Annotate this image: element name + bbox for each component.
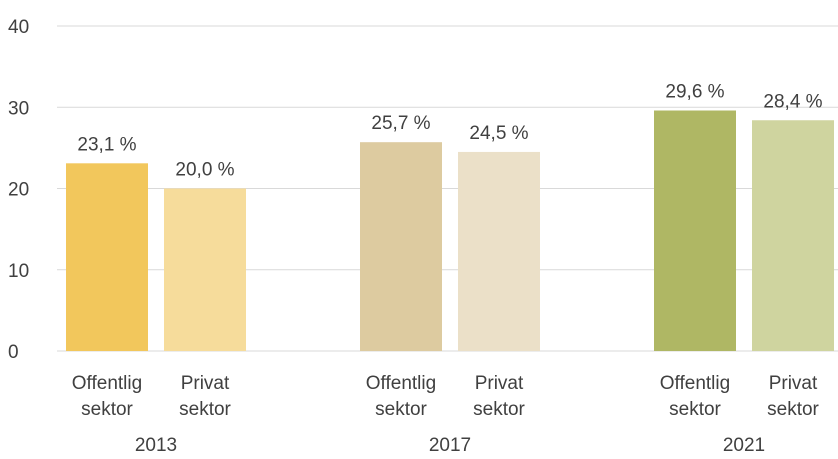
- data-label: 29,6 %: [665, 82, 724, 103]
- y-tick-label: 10: [8, 261, 29, 282]
- x-category-label: Privat: [181, 373, 230, 394]
- data-label: 25,7 %: [371, 113, 430, 134]
- x-category-label: sektor: [179, 399, 231, 420]
- y-tick-label: 30: [8, 98, 29, 119]
- x-category-label: sektor: [81, 399, 133, 420]
- y-tick-label: 0: [8, 342, 19, 363]
- bar: [654, 110, 736, 351]
- x-category-label: Offentlig: [660, 373, 730, 394]
- bar: [752, 120, 834, 351]
- x-category-label: sektor: [669, 399, 721, 420]
- x-group-label: 2021: [723, 435, 765, 456]
- data-label: 28,4 %: [763, 91, 822, 112]
- data-label: 23,1 %: [77, 134, 136, 155]
- y-tick-label: 40: [8, 17, 29, 38]
- x-category-label: Privat: [475, 373, 524, 394]
- x-category-label: Offentlig: [72, 373, 142, 394]
- x-category-label: sektor: [767, 399, 819, 420]
- x-group-label: 2017: [429, 435, 471, 456]
- data-label: 24,5 %: [469, 123, 528, 144]
- y-tick-label: 20: [8, 180, 29, 201]
- bar: [360, 142, 442, 351]
- x-category-label: Offentlig: [366, 373, 436, 394]
- x-group-label: 2013: [135, 435, 177, 456]
- data-label: 20,0 %: [175, 160, 234, 181]
- x-category-label: sektor: [473, 399, 525, 420]
- bar: [164, 188, 246, 351]
- bar: [66, 163, 148, 351]
- x-category-label: sektor: [375, 399, 427, 420]
- bar: [458, 151, 540, 351]
- x-category-label: Privat: [769, 373, 818, 394]
